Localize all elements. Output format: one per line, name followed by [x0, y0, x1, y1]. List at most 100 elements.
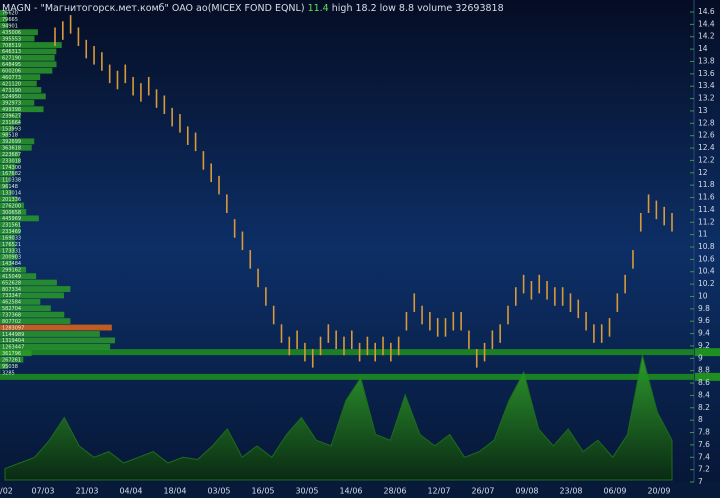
profile-bar: [0, 138, 35, 145]
y-tick-label: 14.6: [698, 7, 715, 16]
profile-label: 79665: [2, 17, 18, 23]
profile-label: 460773: [2, 75, 21, 81]
profile-label: 473190: [2, 88, 21, 94]
title-high: high 18.2: [332, 3, 377, 14]
y-tick-label: 14.4: [698, 19, 715, 28]
profile-label: 300658: [2, 210, 21, 216]
profile-label: 200903: [2, 255, 21, 261]
profile-bar: [0, 331, 100, 337]
profile-label: 267261: [2, 357, 21, 363]
title-low: low 8.8: [380, 3, 414, 14]
y-tick-label: 11.8: [698, 180, 715, 189]
profile-label: 239627: [2, 113, 21, 119]
profile-bar: [0, 221, 21, 228]
profile-label: 361796: [2, 351, 21, 357]
profile-bar: [0, 10, 7, 16]
profile-bar: [0, 305, 51, 312]
profile-label: 169033: [2, 235, 21, 241]
y-tick-label: 12.8: [698, 118, 715, 127]
y-tick-label: 11.4: [698, 205, 715, 214]
y-tick-label: 11.6: [698, 193, 715, 202]
y-tick-label: 14.2: [698, 32, 715, 41]
volume-area: [4, 354, 673, 481]
y-tick-label: 12.2: [698, 155, 715, 164]
y-tick-label: 13.8: [698, 56, 715, 65]
profile-label: 231561: [2, 223, 21, 229]
profile-bar: [0, 144, 32, 151]
profile-label: 648495: [2, 62, 21, 68]
profile-bar: [0, 311, 65, 318]
profile-label: 582704: [2, 306, 21, 312]
y-tick-label: 13.6: [698, 69, 715, 78]
x-tick-label: 06/09: [603, 487, 626, 496]
y-tick-label: 9.2: [698, 341, 710, 350]
profile-label: 1144989: [2, 332, 24, 338]
y-tick-label: 10: [698, 291, 708, 300]
profile-bar: [0, 324, 112, 331]
y-tick-label: 10.8: [698, 242, 715, 251]
profile-label: 708519: [2, 43, 21, 49]
profile-label: 94901: [2, 24, 18, 30]
y-tick-label: 8.4: [698, 390, 710, 399]
title-volume: volume 32693818: [417, 3, 504, 14]
profile-bar: [0, 183, 9, 190]
profile-label: 76620: [2, 11, 18, 17]
y-tick-label: 12.4: [698, 143, 715, 152]
profile-label: 299162: [2, 268, 21, 274]
profile-bar: [0, 350, 32, 357]
y-tick-label: 7: [698, 477, 703, 486]
profile-label: 110338: [2, 178, 21, 184]
x-tick-label: 23/08: [559, 487, 582, 496]
profile-label: 462584: [2, 300, 21, 306]
profile-bar: [0, 215, 39, 222]
y-tick-label: 10.2: [698, 279, 715, 288]
y-tick-label: 13.2: [698, 94, 715, 103]
y-tick-label: 10.6: [698, 254, 715, 263]
profile-bar: [0, 61, 57, 68]
y-tick-label: 8.6: [698, 378, 710, 387]
profile-bar: [0, 132, 9, 138]
profile-label: 1283097: [2, 325, 24, 331]
profile-label: 153993: [2, 126, 21, 132]
profile-label: 652628: [2, 280, 21, 286]
profile-bar: [0, 189, 12, 196]
profile-label: 392973: [2, 101, 21, 107]
profile-label: 96148: [2, 184, 18, 190]
profile-label: 395553: [2, 36, 21, 42]
profile-label: 600206: [2, 69, 21, 75]
y-tick-label: 7.6: [698, 440, 710, 449]
y-tick-label: 10.4: [698, 267, 715, 276]
profile-bar: [0, 170, 15, 177]
profile-label: 415049: [2, 274, 21, 280]
y-tick-label: 14: [698, 44, 708, 53]
profile-label: 173331: [2, 248, 21, 254]
profile-bar: [0, 228, 21, 235]
x-tick-label: 26/07: [471, 487, 494, 496]
y-tick-label: 12: [698, 168, 708, 177]
profile-label: 233018: [2, 158, 21, 164]
profile-label: 445969: [2, 216, 21, 222]
profile-label: 231664: [2, 120, 21, 126]
profile-label: 223687: [2, 152, 21, 158]
y-tick-label: 9.8: [698, 304, 710, 313]
profile-bar: [0, 298, 41, 305]
profile-bar: [0, 29, 38, 36]
profile-bar: [0, 80, 37, 87]
profile-label: 1263447: [2, 345, 24, 351]
y-tick-label: 7.8: [698, 428, 710, 437]
level-band: [0, 373, 694, 380]
profile-bar: [0, 54, 55, 61]
y-tick-label: 13.4: [698, 81, 715, 90]
profile-label: 363618: [2, 146, 21, 152]
y-tick-label: 7.2: [698, 465, 710, 474]
profile-bar: [0, 279, 57, 286]
x-tick-label: 04/04: [119, 487, 142, 496]
profile-bar: [0, 112, 21, 119]
profile-bar: [0, 254, 18, 260]
profile-label: 167682: [2, 171, 21, 177]
profile-label: 524950: [2, 94, 21, 100]
profile-label: 3285: [2, 370, 15, 376]
profile-label: 646313: [2, 49, 21, 55]
profile-bar: [0, 48, 57, 55]
